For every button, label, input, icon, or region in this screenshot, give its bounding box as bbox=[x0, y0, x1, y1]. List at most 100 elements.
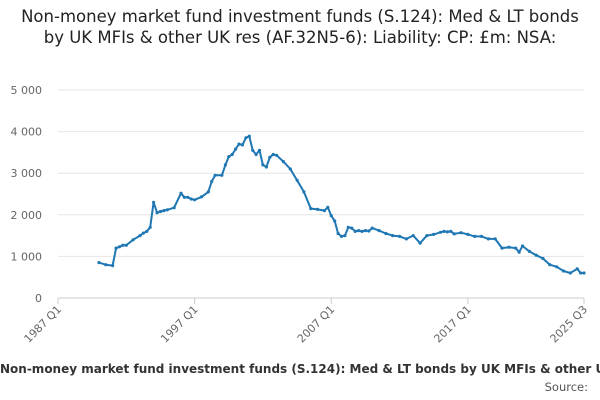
data-point bbox=[575, 267, 579, 271]
data-point bbox=[326, 205, 330, 209]
data-point bbox=[172, 206, 176, 210]
data-point bbox=[370, 226, 374, 230]
data-point bbox=[210, 179, 214, 184]
data-point bbox=[466, 232, 470, 236]
series-line bbox=[98, 135, 584, 274]
data-point bbox=[227, 155, 231, 159]
data-point bbox=[357, 229, 361, 233]
data-point bbox=[438, 230, 443, 234]
data-point bbox=[234, 147, 238, 151]
data-point bbox=[148, 225, 152, 229]
data-point bbox=[111, 264, 115, 268]
data-point bbox=[363, 229, 367, 233]
chart-footer: Non-money market fund investment funds (… bbox=[0, 362, 600, 382]
data-point bbox=[555, 265, 559, 269]
data-point bbox=[206, 190, 210, 194]
y-tick-label: 1 000 bbox=[11, 250, 43, 263]
x-axis-ticks: 1987 Q1 1997 Q1 2007 Q1 2017 Q1 2025 Q3 bbox=[22, 298, 590, 346]
data-point bbox=[500, 246, 504, 250]
data-point bbox=[432, 232, 436, 236]
y-tick-label: 2 000 bbox=[11, 209, 43, 222]
data-point bbox=[131, 238, 135, 242]
data-point bbox=[158, 209, 163, 214]
data-point bbox=[230, 152, 234, 157]
data-point bbox=[268, 155, 272, 159]
y-tick-label: 4 000 bbox=[11, 126, 43, 139]
data-point bbox=[251, 148, 255, 152]
data-point bbox=[261, 163, 265, 167]
data-point bbox=[411, 234, 415, 238]
footer-text: Non-money market fund investment funds (… bbox=[0, 362, 600, 376]
data-point bbox=[271, 152, 275, 157]
data-point bbox=[579, 271, 583, 275]
data-point bbox=[165, 208, 169, 212]
data-point bbox=[353, 229, 357, 233]
data-point bbox=[213, 173, 217, 177]
y-axis-ticks: 0 1 000 2 000 3 000 4 000 5 000 bbox=[11, 84, 43, 305]
data-point bbox=[121, 243, 125, 247]
data-point bbox=[418, 241, 422, 245]
x-tick-label: 2007 Q1 bbox=[295, 303, 338, 346]
data-point bbox=[155, 211, 159, 215]
data-point bbox=[442, 229, 446, 233]
data-point bbox=[152, 200, 156, 204]
data-point bbox=[534, 253, 538, 257]
data-point bbox=[182, 195, 186, 199]
data-point bbox=[309, 207, 313, 211]
data-point bbox=[514, 246, 518, 250]
series-group bbox=[97, 134, 586, 275]
chart-title: Non-money market fund investment funds (… bbox=[21, 7, 579, 47]
data-point bbox=[459, 231, 463, 235]
data-point bbox=[493, 237, 497, 241]
data-point bbox=[240, 143, 244, 147]
data-point bbox=[425, 234, 429, 238]
data-point bbox=[517, 250, 521, 254]
data-point bbox=[295, 178, 299, 182]
data-point bbox=[145, 229, 149, 233]
data-point bbox=[520, 244, 525, 248]
data-point bbox=[275, 153, 279, 157]
data-point bbox=[117, 245, 122, 249]
data-point bbox=[445, 230, 449, 234]
x-tick-label: 2017 Q1 bbox=[431, 303, 474, 346]
data-point bbox=[316, 207, 320, 211]
data-point bbox=[244, 136, 248, 140]
data-point bbox=[264, 165, 268, 169]
data-point bbox=[568, 271, 572, 275]
data-point bbox=[237, 142, 241, 146]
data-point bbox=[346, 225, 350, 229]
data-point bbox=[288, 167, 292, 171]
data-point bbox=[124, 243, 128, 247]
data-point bbox=[114, 246, 118, 250]
source-label: Source: bbox=[544, 380, 588, 394]
data-point bbox=[449, 229, 453, 233]
y-tick-label: 5 000 bbox=[11, 84, 43, 97]
data-point bbox=[179, 191, 183, 195]
gridlines bbox=[58, 89, 584, 299]
data-point bbox=[561, 269, 566, 273]
data-point bbox=[391, 234, 395, 238]
data-point bbox=[302, 190, 306, 194]
data-point bbox=[189, 197, 193, 201]
data-point bbox=[220, 173, 224, 177]
data-point bbox=[486, 237, 490, 241]
data-point bbox=[339, 234, 344, 238]
data-point bbox=[162, 209, 166, 213]
data-point bbox=[360, 229, 364, 233]
data-point bbox=[186, 195, 190, 199]
data-point bbox=[281, 160, 285, 164]
data-point bbox=[473, 234, 477, 238]
data-point bbox=[104, 263, 108, 267]
data-point bbox=[367, 229, 371, 233]
data-point bbox=[377, 229, 381, 233]
data-point bbox=[343, 234, 347, 238]
x-tick-label: 1997 Q1 bbox=[158, 303, 201, 346]
data-point bbox=[97, 261, 101, 265]
data-point bbox=[333, 219, 337, 223]
data-point bbox=[322, 209, 326, 213]
data-point bbox=[336, 231, 340, 236]
data-point bbox=[527, 249, 532, 253]
x-tick-label: 1987 Q1 bbox=[22, 303, 65, 346]
data-point bbox=[193, 198, 197, 202]
